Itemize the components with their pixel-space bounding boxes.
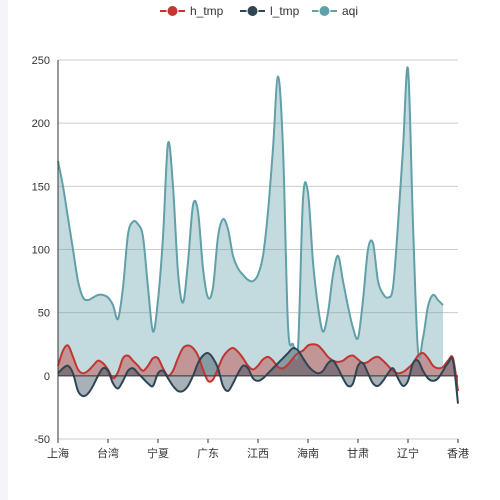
legend-label: h_tmp <box>190 4 224 18</box>
y-tick-label: 150 <box>32 181 50 193</box>
x-tick-label: 甘肃 <box>347 447 369 460</box>
y-tick-label: 250 <box>32 55 50 67</box>
x-tick-label: 上海 <box>47 446 69 460</box>
x-tick-label: 台湾 <box>97 446 119 460</box>
x-tick-label: 辽宁 <box>397 446 419 460</box>
legend-label: l_tmp <box>270 4 300 18</box>
y-tick-label: 0 <box>44 371 50 383</box>
chart-panel: h_tmp l_tmp aqi -50 0 50 100 150 200 250 上海 台湾 宁夏 广… <box>8 0 500 500</box>
y-tick-label: 50 <box>38 308 50 320</box>
legend: h_tmp l_tmp aqi <box>160 4 358 18</box>
legend-marker-icon <box>246 5 259 17</box>
y-tick-label: 100 <box>32 245 50 257</box>
x-tick-label: 江西 <box>247 447 269 460</box>
legend-marker-icon <box>318 5 331 17</box>
legend-label: aqi <box>342 4 358 18</box>
x-tick-label: 广东 <box>197 447 219 460</box>
legend-item-l-tmp[interactable]: l_tmp <box>240 4 300 18</box>
y-axis-ticks: -50 0 50 100 150 200 250 <box>32 55 50 446</box>
line-l-tmp <box>57 346 459 404</box>
area-chart: h_tmp l_tmp aqi -50 0 50 100 150 200 250 上海 台湾 宁夏 广… <box>32 4 469 460</box>
series-lines <box>57 66 459 404</box>
x-tick-label: 宁夏 <box>147 446 169 460</box>
legend-item-h-tmp[interactable]: h_tmp <box>160 4 224 18</box>
legend-marker-icon <box>166 5 179 17</box>
legend-item-aqi[interactable]: aqi <box>312 4 358 18</box>
x-tick-label: 香港 <box>447 447 469 460</box>
y-tick-label: 200 <box>32 118 50 130</box>
area-h-tmp <box>58 344 458 391</box>
area-aqi <box>58 67 443 376</box>
y-tick-label: -50 <box>34 434 50 446</box>
line-aqi <box>57 66 444 360</box>
axes <box>57 60 458 439</box>
x-axis-ticks: 上海 台湾 宁夏 广东 江西 海南 甘肃 辽宁 香港 <box>47 439 469 460</box>
x-tick-label: 海南 <box>297 446 319 460</box>
